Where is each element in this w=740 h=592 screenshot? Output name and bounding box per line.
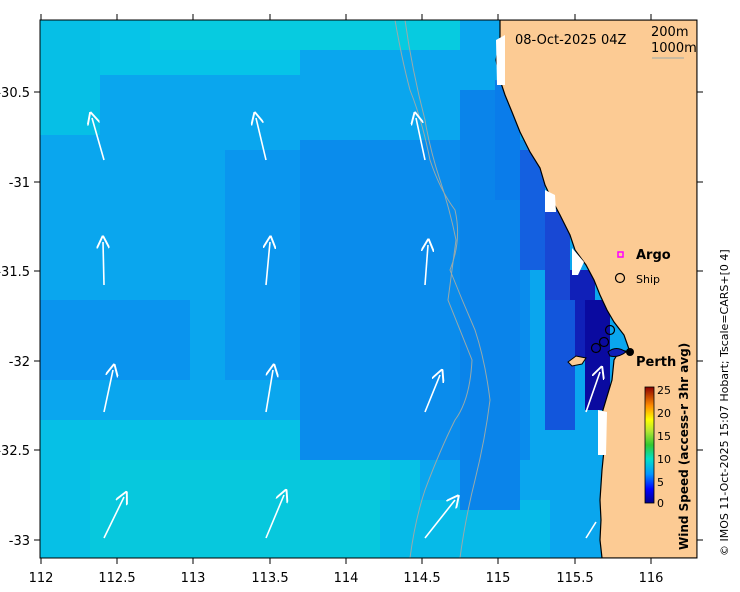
y-tick-label: -32.5 — [0, 444, 30, 459]
ship-marker — [590, 342, 602, 354]
wind-arrow — [416, 118, 426, 161]
x-tick-label: 116 — [639, 571, 664, 586]
wind-arrow — [424, 500, 455, 539]
colorbar-tick: 25 — [657, 384, 671, 397]
place-label-perth: Perth — [636, 355, 676, 370]
wind-arrow — [256, 118, 267, 161]
y-tick-label: -33 — [9, 534, 30, 549]
colorbar-tick: 20 — [657, 407, 671, 420]
colorbar-tick: 15 — [657, 430, 671, 443]
argo-legend-icon — [617, 251, 624, 258]
x-tick-label: 115 — [486, 571, 511, 586]
wind-arrow — [585, 372, 600, 413]
y-tick-label: -31 — [9, 176, 30, 191]
ocean-cell-light — [90, 460, 390, 558]
island — [567, 355, 587, 367]
timestamp-label: 08-Oct-2025 04Z — [515, 33, 627, 48]
y-tick-label: -31.5 — [0, 265, 30, 280]
ocean-cell-light — [40, 20, 100, 135]
x-axis: 112 112.5 113 113.5 114 114.5 115 115.5 … — [29, 14, 664, 586]
ship-marker — [604, 324, 616, 336]
wind-arrow — [103, 497, 124, 539]
wind-arrow — [265, 495, 284, 539]
ship-legend-icon — [614, 272, 626, 284]
isobath-legend-1000: 1000m — [651, 41, 697, 56]
coast-mask — [545, 190, 556, 212]
ship-legend-label: Ship — [636, 273, 660, 286]
y-axis: -30.5 -31 -31.5 -32 -32.5 -33 — [0, 86, 703, 549]
map-plot-area: Perth 08-Oct-2025 04Z 200m 1000m Argo Sh… — [40, 20, 697, 558]
x-tick-label: 114.5 — [403, 571, 440, 586]
x-tick-label: 113 — [181, 571, 206, 586]
ship-marker — [598, 336, 610, 348]
ocean-cell-darkest — [585, 300, 610, 410]
ocean-cell-light — [150, 20, 460, 50]
wind-arrow — [103, 242, 104, 286]
wind-arrow — [265, 370, 273, 413]
plot-frame — [39, 19, 698, 559]
colorbar-tick: 10 — [657, 453, 671, 466]
isobath-legend-200: 200m — [651, 25, 688, 40]
colorbar-tick: 0 — [657, 497, 664, 510]
wind-arrow — [92, 118, 105, 161]
coast-mask — [496, 35, 505, 85]
wind-arrow — [425, 245, 428, 286]
x-tick-label: 113.5 — [251, 571, 288, 586]
x-tick-label: 112.5 — [98, 571, 135, 586]
colorbar-tick: 5 — [657, 476, 664, 489]
wind-arrow — [424, 375, 440, 413]
coast-mask — [598, 410, 607, 455]
wind-arrow — [103, 370, 113, 413]
isobath-1000m — [404, 20, 473, 558]
y-tick-label: -30.5 — [0, 86, 30, 101]
wind-vectors — [92, 118, 600, 539]
wind-arrow — [585, 521, 597, 539]
coast-mask — [572, 248, 584, 275]
argo-legend-label: Argo — [636, 248, 671, 263]
colorbar — [644, 386, 655, 504]
x-tick-label: 115.5 — [556, 571, 593, 586]
x-tick-label: 114 — [334, 571, 359, 586]
y-tick-label: -32 — [9, 355, 30, 370]
credit-text: © IMOS 11-Oct-2025 15:07 Hobart; Tscale=… — [718, 249, 731, 556]
perth-marker — [626, 348, 634, 356]
colorbar-title: Wind Speed (access-r 3hr avg) — [677, 343, 691, 550]
estuary — [607, 348, 627, 357]
x-tick-label: 112 — [29, 571, 54, 586]
ocean-cell-dark — [545, 300, 575, 430]
wind-arrow — [266, 242, 270, 286]
ocean-cell-mid — [40, 300, 190, 380]
